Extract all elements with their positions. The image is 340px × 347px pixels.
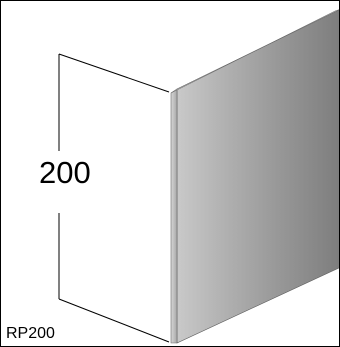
dimension-label: 200: [39, 155, 91, 190]
panel-top-edge: [170, 9, 339, 94]
dimension-lines: [58, 53, 170, 343]
bottom-extension-line: [58, 298, 170, 343]
top-extension-line: [58, 53, 170, 93]
product-code-label: RP200: [6, 325, 55, 342]
panel-face: [176, 9, 339, 344]
panel-edge: [170, 88, 178, 344]
